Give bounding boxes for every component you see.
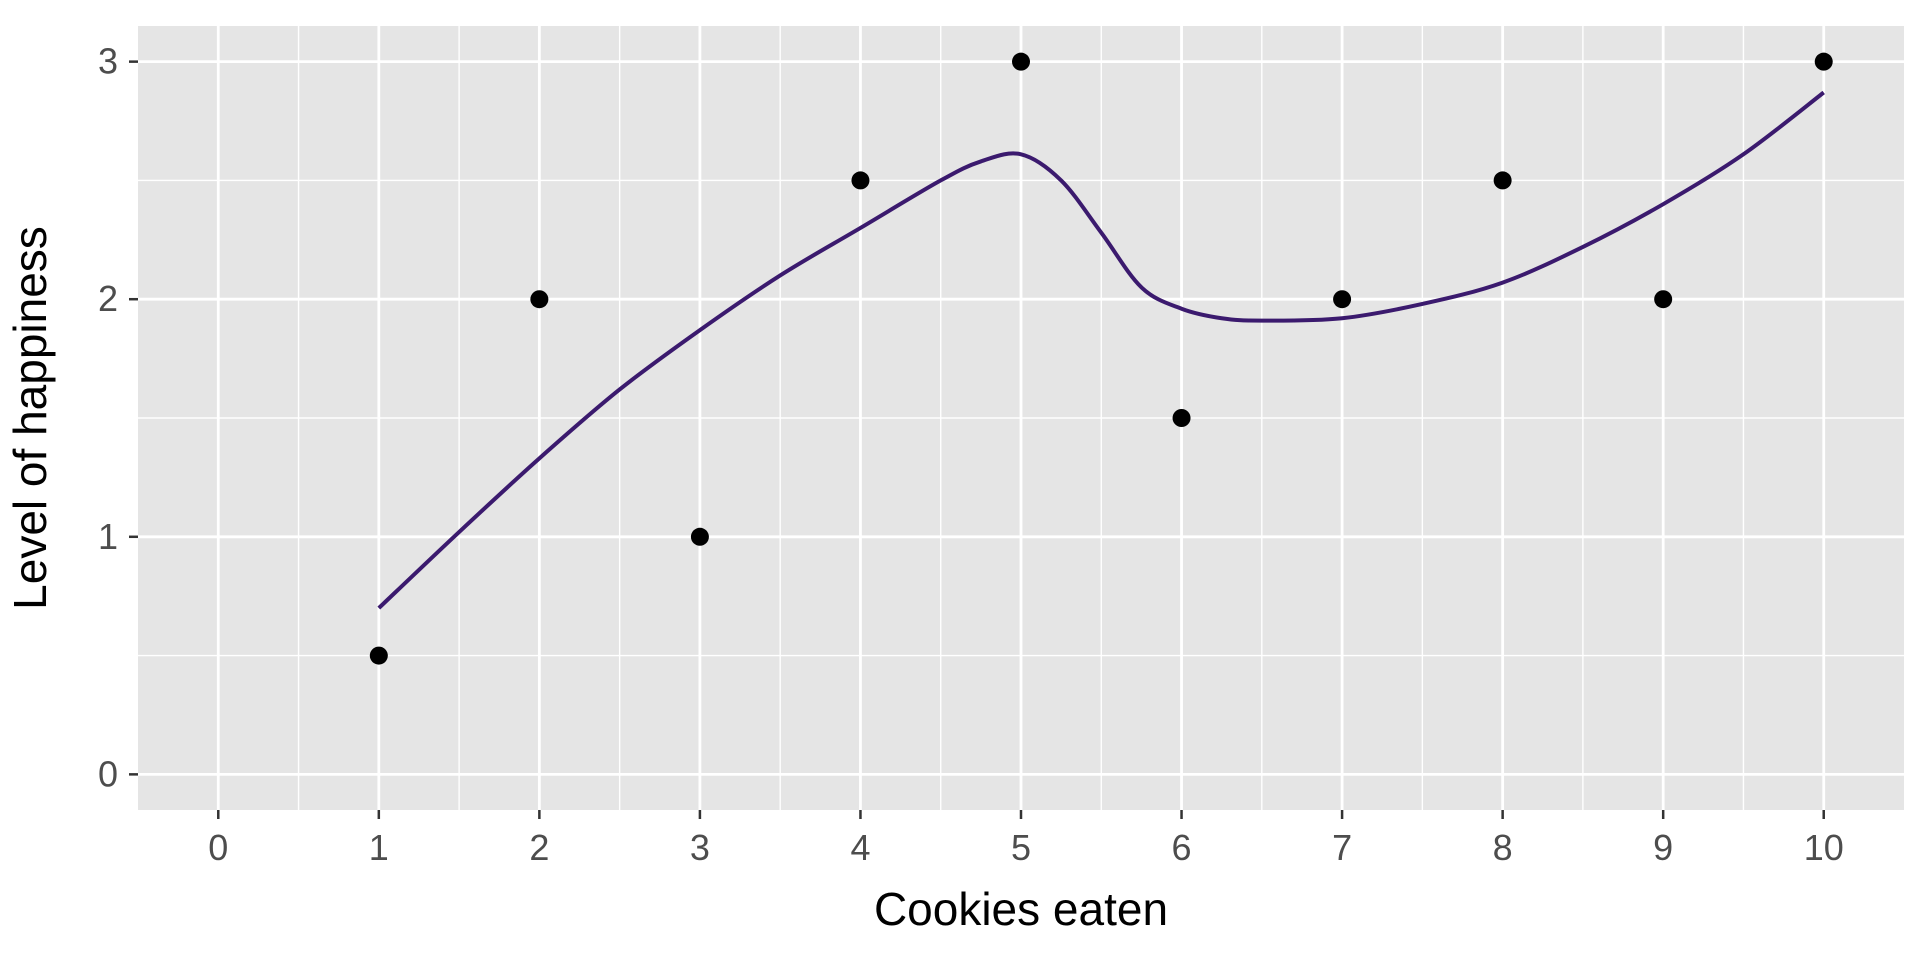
- y-tick-label: 1: [98, 516, 118, 557]
- x-tick-label: 2: [529, 827, 549, 868]
- x-tick-label: 7: [1332, 827, 1352, 868]
- data-point: [1172, 409, 1191, 427]
- x-tick-label: 10: [1804, 827, 1844, 868]
- x-tick-label: 6: [1172, 827, 1192, 868]
- x-tick-label: 8: [1493, 827, 1513, 868]
- x-tick-label: 0: [208, 827, 228, 868]
- x-axis-title: Cookies eaten: [874, 883, 1168, 935]
- data-point: [1493, 171, 1512, 190]
- x-tick-label: 4: [850, 827, 870, 868]
- data-point: [1333, 290, 1352, 309]
- smooth-fit-line: [377, 90, 1825, 610]
- x-tick-label: 1: [369, 827, 389, 868]
- data-point: [690, 527, 709, 546]
- data-point: [1012, 52, 1030, 71]
- smooth-line-layer: [377, 90, 1825, 610]
- y-axis-title: Level of happiness: [4, 226, 56, 610]
- y-tick-label: 0: [98, 753, 118, 794]
- data-point: [851, 171, 870, 190]
- axis-ticks: [129, 60, 1825, 819]
- y-tick-label: 3: [98, 41, 118, 82]
- data-point: [530, 290, 549, 309]
- data-points: [369, 52, 1833, 665]
- x-tick-label: 9: [1653, 827, 1673, 868]
- y-axis-tick-labels: 0 1 2 3: [98, 41, 118, 795]
- x-tick-label: 3: [690, 827, 710, 868]
- data-point: [1654, 290, 1673, 309]
- x-axis-tick-labels: 0 1 2 3 4 5 6 7 8 9 10: [208, 827, 1843, 868]
- x-tick-label: 5: [1011, 827, 1031, 868]
- data-point: [369, 646, 388, 665]
- data-point: [1814, 52, 1833, 71]
- y-tick-label: 2: [98, 278, 118, 319]
